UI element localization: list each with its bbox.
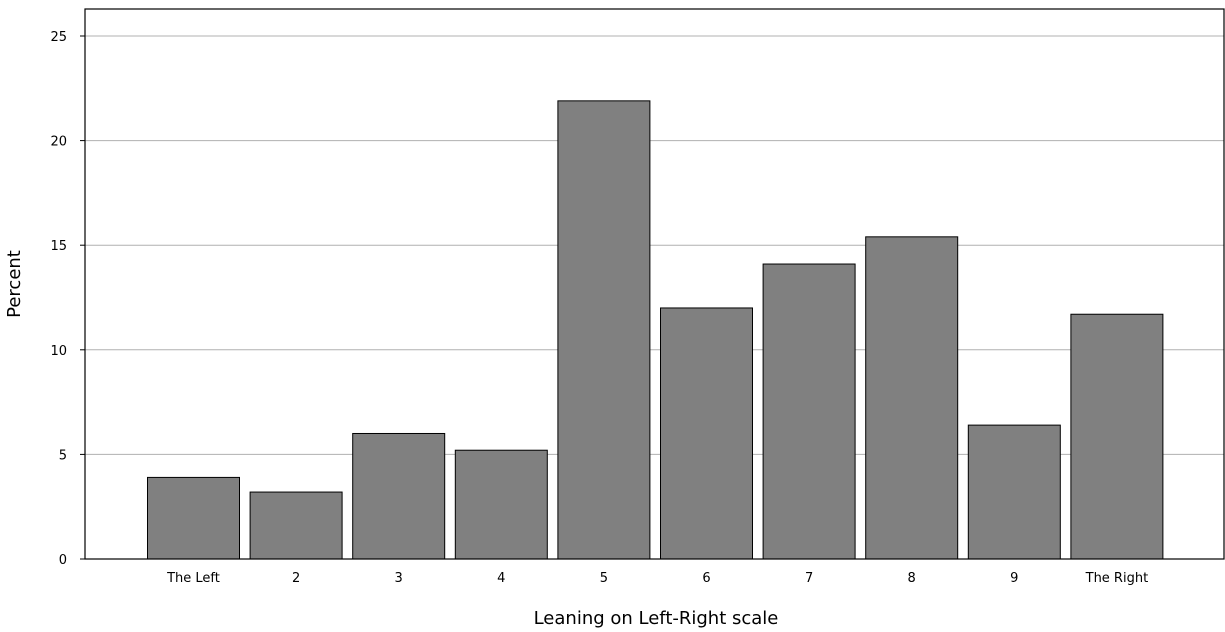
x-tick-label-4: 4 xyxy=(497,571,505,586)
bar-6 xyxy=(660,307,753,560)
x-tick-label-the-right: The Right xyxy=(1085,571,1149,586)
x-tick-label-2: 2 xyxy=(292,571,300,586)
bars xyxy=(147,100,1164,560)
gridlines xyxy=(85,35,1224,455)
x-tick-label-8: 8 xyxy=(908,571,916,586)
bar-2 xyxy=(249,491,343,560)
bar-3 xyxy=(352,432,446,560)
y-tick-label-25: 25 xyxy=(50,30,67,45)
y-tick-label-5: 5 xyxy=(59,448,67,463)
y-tick-label-15: 15 xyxy=(50,239,67,254)
x-tick-label-7: 7 xyxy=(805,571,813,586)
y-axis-title: Percent xyxy=(4,250,25,318)
y-tick-label-10: 10 xyxy=(50,344,67,359)
x-axis-tick-labels: The Left 2 3 4 5 6 7 8 9 The Right xyxy=(166,571,1148,586)
x-tick-label-9: 9 xyxy=(1010,571,1018,586)
bar-the-right xyxy=(1070,313,1164,560)
y-tick-label-0: 0 xyxy=(59,553,67,568)
y-tick-label-20: 20 xyxy=(50,135,67,150)
bar-5 xyxy=(557,100,651,560)
bar-9 xyxy=(967,424,1061,560)
bar-7 xyxy=(762,263,856,560)
y-axis-tick-labels: 0 5 10 15 20 25 xyxy=(50,30,85,568)
x-tick-label-5: 5 xyxy=(600,571,608,586)
x-tick-label-6: 6 xyxy=(702,571,710,586)
bar-4 xyxy=(454,449,548,560)
plot-frame xyxy=(84,8,1225,560)
x-tick-label-the-left: The Left xyxy=(166,571,220,586)
bar-8 xyxy=(865,236,959,560)
bar-the-left xyxy=(147,476,240,560)
x-axis-title: Leaning on Left-Right scale xyxy=(534,608,779,629)
x-tick-label-3: 3 xyxy=(395,571,403,586)
